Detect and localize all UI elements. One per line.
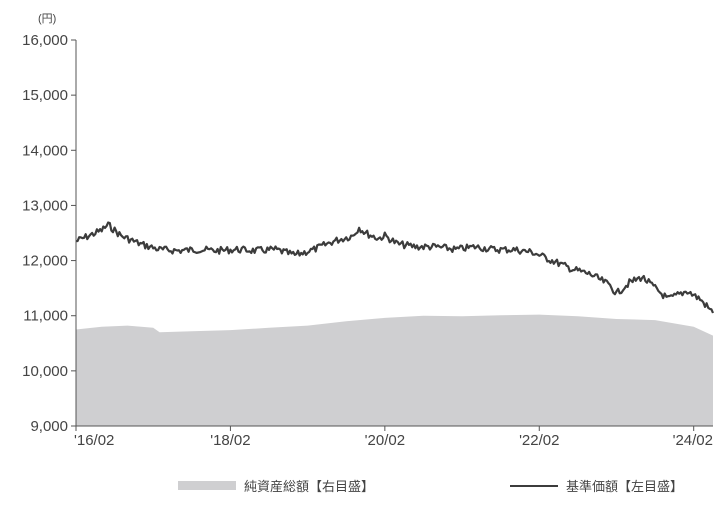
legend-area: 純資産総額【右目盛】 xyxy=(178,476,374,495)
net-assets-area xyxy=(76,314,713,426)
y-tick-label: 11,000 xyxy=(23,308,68,325)
y-tick-label: 14,000 xyxy=(22,142,68,159)
x-tick-label: '20/02 xyxy=(365,432,405,449)
y-tick-label: 9,000 xyxy=(30,418,68,435)
axes xyxy=(75,40,713,427)
x-axis-ticks: '16/02 '18/02 '20/02 '22/02 '24/02 xyxy=(74,426,713,449)
x-tick-label: '16/02 xyxy=(74,432,114,449)
y-tick-label: 12,000 xyxy=(22,253,68,270)
x-tick-label: '24/02 xyxy=(673,432,713,449)
y-axis-unit-label: (円) xyxy=(38,13,56,25)
y-tick-label: 13,000 xyxy=(22,197,68,214)
legend-line-label: 基準価額【左目盛】 xyxy=(566,479,684,494)
legend-area-swatch xyxy=(178,481,236,490)
y-tick-label: 16,000 xyxy=(22,32,68,49)
legend-line-swatch xyxy=(510,484,558,487)
legend-area-label: 純資産総額【右目盛】 xyxy=(244,479,375,494)
x-tick-label: '22/02 xyxy=(519,432,559,449)
y-axis-ticks: 9,000 10,000 11,000 12,000 13,000 14,000 15,00… xyxy=(22,32,76,435)
y-tick-label: 10,000 xyxy=(22,363,68,380)
legend-line: 基準価額【左目盛】 xyxy=(510,476,683,495)
area-series xyxy=(76,314,713,426)
line-series xyxy=(75,221,715,314)
y-tick-label: 15,000 xyxy=(22,87,68,104)
x-tick-label: '18/02 xyxy=(210,432,250,449)
nav-line xyxy=(75,221,715,314)
